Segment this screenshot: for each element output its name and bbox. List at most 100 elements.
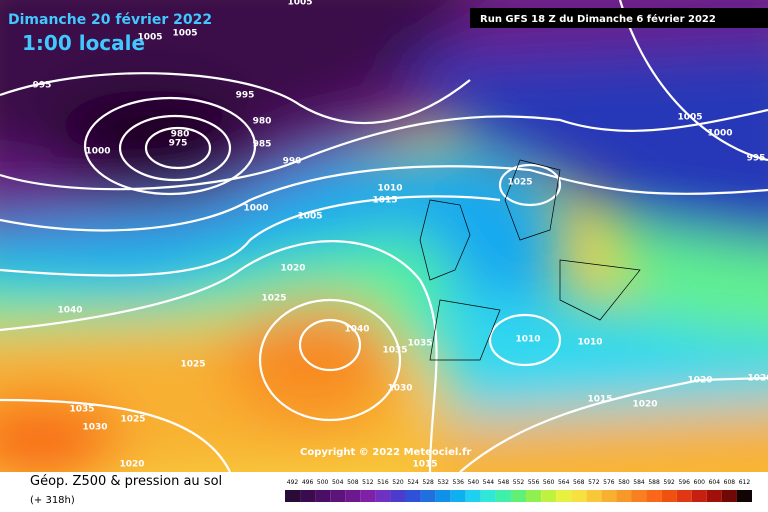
scale-label: 564 <box>558 479 570 486</box>
isobar-label: 1005 <box>297 212 322 222</box>
scale-swatch <box>450 490 466 502</box>
isobar-label: 1025 <box>507 178 532 188</box>
copyright: Copyright © 2022 Meteociel.fr <box>300 447 471 458</box>
scale-swatch <box>631 490 647 502</box>
isobar-label: 1025 <box>120 415 145 425</box>
isobar-label: 1020 <box>747 374 768 384</box>
scale-swatch <box>691 490 707 502</box>
isobar-label: 985 <box>253 140 272 150</box>
scale-label: 524 <box>407 479 419 486</box>
footer-lead: (+ 318h) <box>30 495 75 506</box>
isobar-label: 1015 <box>587 395 612 405</box>
isobar-label: 995 <box>747 154 766 164</box>
scale-swatch <box>541 490 557 502</box>
scale-label: 508 <box>347 479 359 486</box>
isobar-label: 1020 <box>280 264 305 274</box>
isobar-label: 975 <box>169 139 188 149</box>
scale-label: 532 <box>437 479 449 486</box>
scale-swatch <box>285 490 301 502</box>
scale-swatch <box>465 490 481 502</box>
isobar-label: 1015 <box>372 196 397 206</box>
isobar-label: 1000 <box>85 147 110 157</box>
scale-label: 608 <box>724 479 736 486</box>
scale-swatch <box>495 490 511 502</box>
scale-swatch <box>420 490 436 502</box>
isobar-label: 1020 <box>687 376 712 386</box>
isobar-label: 995 <box>33 81 52 91</box>
isobar-label: 1005 <box>137 33 162 43</box>
run-info: Run GFS 18 Z du Dimanche 6 février 2022 <box>480 13 716 25</box>
scale-label: 544 <box>483 479 495 486</box>
scale-swatch <box>315 490 331 502</box>
scale-swatch <box>586 490 602 502</box>
subtitle: 1:00 locale <box>22 31 145 55</box>
scale-label: 528 <box>422 479 434 486</box>
isobar-label: 1005 <box>677 113 702 123</box>
isobar-label: 1020 <box>119 460 144 470</box>
scale-label: 576 <box>603 479 615 486</box>
scale-label: 512 <box>362 479 374 486</box>
scale-swatch <box>405 490 421 502</box>
scale-swatch <box>646 490 662 502</box>
scale-label: 500 <box>317 479 329 486</box>
scale-label: 584 <box>633 479 645 486</box>
isobar-label: 1005 <box>287 0 312 8</box>
isobar-label: 1030 <box>387 384 412 394</box>
scale-swatch <box>345 490 361 502</box>
isobar-label: 1020 <box>632 400 657 410</box>
scale-swatch <box>706 490 722 502</box>
scale-label: 540 <box>468 479 480 486</box>
scale-label: 520 <box>392 479 404 486</box>
isobar-label: 1010 <box>577 338 602 348</box>
scale-label: 552 <box>513 479 525 486</box>
isobar-label: 980 <box>171 130 190 140</box>
isobar-label: 980 <box>253 117 272 127</box>
scale-label: 592 <box>663 479 675 486</box>
scale-swatch <box>435 490 451 502</box>
scale-swatch <box>480 490 496 502</box>
scale-label: 572 <box>588 479 600 486</box>
isobar-label: 1035 <box>382 346 407 356</box>
scale-label: 496 <box>302 479 314 486</box>
scale-label: 560 <box>543 479 555 486</box>
scale-label: 596 <box>678 479 690 486</box>
footer-title: Géop. Z500 & pression au sol <box>30 474 222 489</box>
scale-label: 568 <box>573 479 585 486</box>
isobar-label: 1025 <box>180 360 205 370</box>
coastlines <box>419 159 641 361</box>
scale-label: 516 <box>377 479 389 486</box>
scale-swatch <box>510 490 527 502</box>
isobar-label: 1030 <box>82 423 107 433</box>
isobar-label: 1015 <box>412 460 437 470</box>
isobar-label: 1000 <box>243 204 268 214</box>
scale-swatch <box>721 490 737 502</box>
scale-swatch <box>571 490 587 502</box>
scale-label: 536 <box>453 479 465 486</box>
isobar-label: 1010 <box>515 335 540 345</box>
isobars <box>0 0 768 472</box>
isobar-label: 995 <box>236 91 255 101</box>
scale-label: 504 <box>332 479 344 486</box>
isobar-label: 1040 <box>57 306 82 316</box>
title: Dimanche 20 février 2022 <box>8 12 212 28</box>
scale-swatch <box>661 490 677 502</box>
isobar-label: 1010 <box>377 184 402 194</box>
scale-swatch <box>375 490 391 502</box>
scale-swatch <box>330 490 346 502</box>
scale-label: 556 <box>528 479 540 486</box>
isobar-label: 1005 <box>172 29 197 39</box>
color-scale: 492 496 500 504 508 512 516 520 524 528 532 536 540 5… <box>285 479 752 502</box>
scale-swatch <box>390 490 406 502</box>
scale-label: 548 <box>498 479 510 486</box>
isobar-label: 1000 <box>707 129 732 139</box>
scale-swatch <box>736 490 752 502</box>
isobar-label: 990 <box>283 157 302 167</box>
scale-label: 588 <box>648 479 660 486</box>
scale-swatch <box>360 490 376 502</box>
scale-label: 600 <box>694 479 706 486</box>
isobar-label: 1025 <box>261 294 286 304</box>
